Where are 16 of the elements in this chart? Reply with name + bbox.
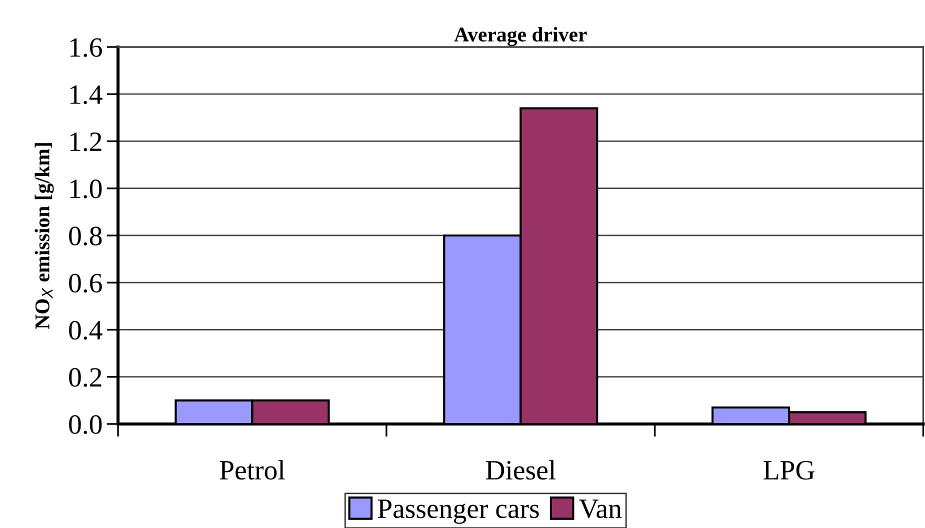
y-tick-label: 0.6 [69,274,102,293]
legend-label: Van [579,500,622,518]
x-tick-label: Diesel [486,460,556,480]
y-tick-label: 1.4 [70,85,102,104]
y-tick-label: 0.2 [69,368,102,387]
x-tick-label: Petrol [220,460,285,480]
y-tick-label: 1.0 [70,180,102,198]
y-tick-label: 0.8 [69,226,102,246]
y-tick-label: 0.4 [69,320,102,340]
x-tick-label: LPG [764,460,814,480]
y-tick-label: 1.6 [70,38,102,58]
y-axis-title: NO$_{X}$ emission [g/km] [34,143,54,330]
y-tick-label: 0.0 [69,415,102,434]
y-tick-label: 1.2 [70,132,102,152]
chart-title: Average driver [454,26,587,46]
legend-label: Passenger cars [378,500,539,524]
